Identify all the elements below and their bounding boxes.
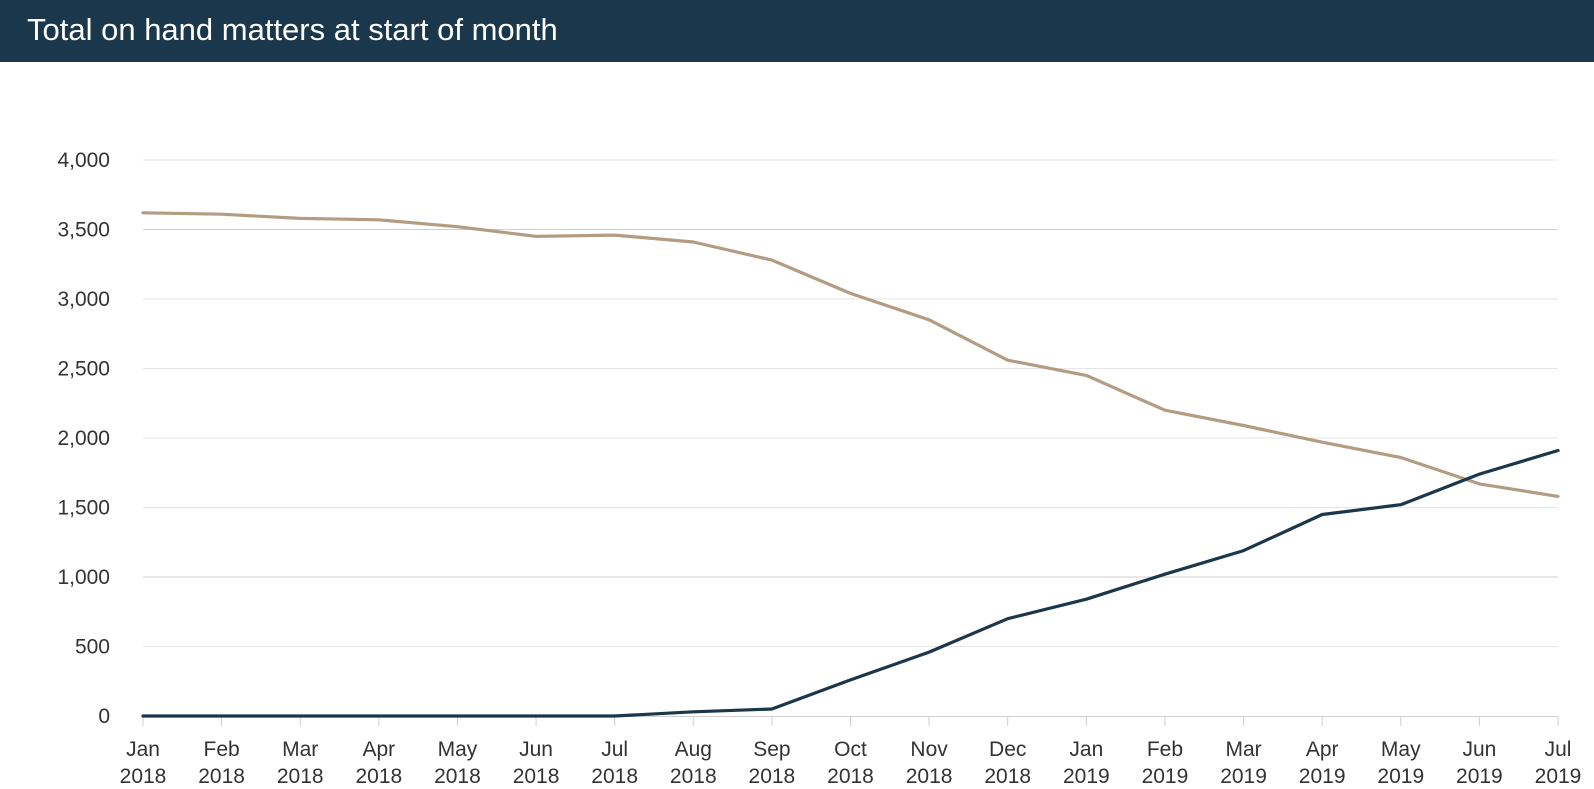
x-tick-label-month: Dec xyxy=(989,738,1026,761)
x-tick-label-year: 2018 xyxy=(827,765,874,788)
x-tick-label-year: 2019 xyxy=(1142,765,1189,788)
y-tick-label: 4,000 xyxy=(57,149,110,172)
x-tick-label-year: 2019 xyxy=(1063,765,1110,788)
x-tick-label-month: Apr xyxy=(362,738,395,761)
y-tick-label: 500 xyxy=(75,636,110,659)
x-tick-label-year: 2018 xyxy=(120,765,167,788)
y-tick-label: 0 xyxy=(98,705,110,728)
chart-header: Total on hand matters at start of month xyxy=(0,0,1594,62)
x-tick-label-year: 2019 xyxy=(1377,765,1424,788)
x-tick-label-month: Jul xyxy=(601,738,628,761)
x-tick-label-month: Sep xyxy=(753,738,790,761)
x-tick-label-month: Oct xyxy=(834,738,867,761)
x-tick-label-year: 2019 xyxy=(1535,765,1582,788)
x-tick-label-year: 2019 xyxy=(1220,765,1267,788)
x-tick-label-month: Jun xyxy=(1462,738,1496,761)
x-tick-label-month: Mar xyxy=(1225,738,1261,761)
x-tick-label-month: Mar xyxy=(282,738,318,761)
x-tick-label-year: 2018 xyxy=(198,765,245,788)
y-tick-label: 3,500 xyxy=(57,219,110,242)
x-tick-label-year: 2018 xyxy=(749,765,796,788)
x-tick-label-month: Feb xyxy=(1147,738,1183,761)
x-tick-label-month: Apr xyxy=(1306,738,1339,761)
series-1-line xyxy=(141,211,1560,498)
x-tick-label-month: May xyxy=(438,738,478,761)
x-tick-label-month: Feb xyxy=(204,738,240,761)
x-tick-label-year: 2018 xyxy=(277,765,324,788)
x-tick-label-year: 2019 xyxy=(1456,765,1503,788)
y-tick-label: 2,000 xyxy=(57,427,110,450)
y-tick-label: 3,000 xyxy=(57,288,110,311)
x-tick-label-year: 2018 xyxy=(984,765,1031,788)
x-tick-label-month: May xyxy=(1381,738,1421,761)
x-tick-label-month: Jan xyxy=(1069,738,1103,761)
y-tick-label: 1,000 xyxy=(57,566,110,589)
x-tick-label-year: 2019 xyxy=(1299,765,1346,788)
chart-title: Total on hand matters at start of month xyxy=(27,12,558,47)
series-2-line xyxy=(141,448,1560,718)
x-tick-label-month: Jul xyxy=(1545,738,1572,761)
x-tick-label-year: 2018 xyxy=(906,765,953,788)
x-tick-label-month: Nov xyxy=(910,738,948,761)
x-tick-label-year: 2018 xyxy=(355,765,402,788)
x-tick-label-year: 2018 xyxy=(513,765,560,788)
x-tick-label-year: 2018 xyxy=(670,765,717,788)
x-tick-label-year: 2018 xyxy=(434,765,481,788)
x-tick-label-year: 2018 xyxy=(591,765,638,788)
x-tick-label-month: Aug xyxy=(675,738,712,761)
x-tick-label-month: Jan xyxy=(126,738,160,761)
y-tick-label: 1,500 xyxy=(57,497,110,520)
x-tick-label-month: Jun xyxy=(519,738,553,761)
y-tick-label: 2,500 xyxy=(57,358,110,381)
